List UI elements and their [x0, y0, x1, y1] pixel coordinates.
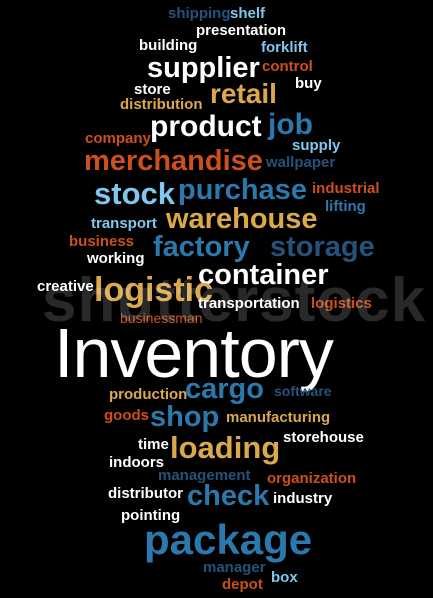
word-time: time: [138, 436, 169, 453]
word-package: package: [144, 516, 313, 563]
word-manufacturing: manufacturing: [226, 409, 331, 426]
word-shop: shop: [150, 401, 220, 433]
word-warehouse: warehouse: [166, 203, 318, 235]
word-distributor: distributor: [108, 485, 183, 502]
word-industry: industry: [273, 490, 333, 507]
word-depot: depot: [222, 576, 263, 593]
word-management: management: [158, 467, 251, 484]
word-goods: goods: [104, 407, 149, 424]
word-storehouse: storehouse: [283, 429, 364, 446]
word-check: check: [187, 480, 270, 512]
word-businessman: businessman: [120, 310, 203, 326]
word-inventory: Inventory: [54, 314, 334, 392]
word-container: container: [198, 259, 329, 291]
word-software: software: [274, 383, 332, 399]
word-store: store: [134, 81, 171, 98]
word-distribution: distribution: [120, 96, 203, 113]
word-buy: buy: [295, 75, 322, 92]
word-lifting: lifting: [325, 198, 366, 215]
word-organization: organization: [267, 470, 357, 487]
word-merchandise: merchandise: [84, 145, 263, 177]
word-job: job: [268, 108, 313, 141]
word-building: building: [139, 37, 198, 54]
word-logistic: logistic: [94, 271, 214, 309]
word-transport: transport: [91, 215, 157, 232]
word-shipping: shipping: [168, 5, 231, 22]
word-forklift: forklift: [261, 39, 308, 56]
word-product: product: [150, 110, 262, 143]
word-production: production: [109, 386, 188, 403]
word-pointing: pointing: [121, 507, 181, 524]
word-storage: storage: [270, 231, 375, 263]
word-creative: creative: [37, 278, 94, 295]
word-factory: factory: [153, 231, 250, 263]
word-working: working: [87, 250, 145, 267]
word-shelf: shelf: [230, 5, 266, 22]
word-presentation: presentation: [196, 22, 287, 39]
word-logistics: logistics: [311, 295, 372, 312]
word-manager: manager: [203, 559, 266, 576]
word-cargo: cargo: [185, 373, 264, 405]
word-supplier: supplier: [147, 52, 260, 84]
word-industrial: industrial: [312, 180, 380, 197]
word-box: box: [271, 569, 298, 586]
word-business: business: [69, 233, 135, 250]
word-company: company: [85, 130, 151, 147]
word-indoors: indoors: [109, 454, 164, 471]
word-supply: supply: [292, 137, 341, 154]
word-wallpaper: wallpaper: [266, 154, 336, 171]
word-transportation: transportation: [198, 295, 300, 312]
word-stock: stock: [94, 176, 175, 211]
word-purchase: purchase: [178, 174, 307, 206]
word-retail: retail: [210, 78, 277, 109]
word-loading: loading: [170, 430, 281, 465]
word-control: control: [262, 58, 313, 75]
